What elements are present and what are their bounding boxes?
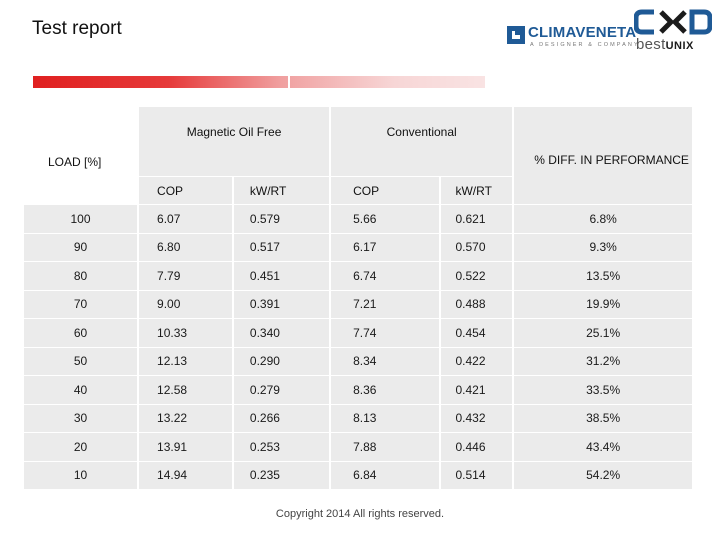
diff-cell: 9.3% xyxy=(514,233,694,262)
mag-cop-cell: 14.94 xyxy=(139,461,234,490)
subheader-mag-cop: COP xyxy=(139,177,234,205)
table-row: 70 9.00 0.391 7.21 0.488 19.9% xyxy=(24,290,694,319)
mag-cop-cell: 6.80 xyxy=(139,233,234,262)
bestunix-wordmark: bestUNIX xyxy=(636,36,694,53)
table-row: 100 6.07 0.579 5.66 0.621 6.8% xyxy=(24,205,694,234)
conv-kw-cell: 0.621 xyxy=(441,205,515,234)
mag-kw-cell: 0.253 xyxy=(233,433,332,462)
climaveneta-wordmark: CLIMAVENETA xyxy=(528,24,637,41)
diff-cell: 6.8% xyxy=(514,205,694,234)
load-cell: 50 xyxy=(24,347,140,376)
mag-cop-cell: 13.22 xyxy=(139,404,234,433)
table-row: 20 13.91 0.253 7.88 0.446 43.4% xyxy=(24,433,694,462)
load-cell: 20 xyxy=(24,433,140,462)
diff-cell: 33.5% xyxy=(514,376,694,405)
mag-kw-cell: 0.279 xyxy=(233,376,332,405)
diff-cell: 19.9% xyxy=(514,290,694,319)
accent-bar xyxy=(33,76,485,88)
cxd-mark-icon xyxy=(634,9,712,35)
mag-kw-cell: 0.235 xyxy=(233,461,332,490)
table-row: 80 7.79 0.451 6.74 0.522 13.5% xyxy=(24,262,694,291)
load-cell: 60 xyxy=(24,319,140,348)
subheader-mag-kw: kW/RT xyxy=(233,177,332,205)
climaveneta-tagline: A DESIGNER & COMPANY xyxy=(530,42,640,48)
conv-kw-cell: 0.488 xyxy=(441,290,515,319)
diff-cell: 38.5% xyxy=(514,404,694,433)
mag-kw-cell: 0.290 xyxy=(233,347,332,376)
conv-kw-cell: 0.514 xyxy=(441,461,515,490)
conv-cop-cell: 6.74 xyxy=(331,262,442,291)
magnetic-group-header: Magnetic Oil Free xyxy=(139,107,332,177)
conv-cop-cell: 6.84 xyxy=(331,461,442,490)
conv-kw-cell: 0.422 xyxy=(441,347,515,376)
load-cell: 10 xyxy=(24,461,140,490)
conv-kw-cell: 0.432 xyxy=(441,404,515,433)
copyright-footer: Copyright 2014 All rights reserved. xyxy=(275,508,445,520)
mag-cop-cell: 10.33 xyxy=(139,319,234,348)
mag-cop-cell: 9.00 xyxy=(139,290,234,319)
mag-kw-cell: 0.266 xyxy=(233,404,332,433)
mag-cop-cell: 12.13 xyxy=(139,347,234,376)
diff-cell: 31.2% xyxy=(514,347,694,376)
mag-cop-cell: 13.91 xyxy=(139,433,234,462)
conv-kw-cell: 0.421 xyxy=(441,376,515,405)
table-header-row: LOAD [%] Magnetic Oil Free Conventional … xyxy=(24,107,694,205)
climaveneta-mark-icon xyxy=(507,26,525,44)
conv-cop-cell: 7.74 xyxy=(331,319,442,348)
table-row: 10 14.94 0.235 6.84 0.514 54.2% xyxy=(24,461,694,490)
performance-table: LOAD [%] Magnetic Oil Free Conventional … xyxy=(24,107,694,490)
conv-cop-cell: 5.66 xyxy=(331,205,442,234)
mag-kw-cell: 0.391 xyxy=(233,290,332,319)
subheader-conv-kw: kW/RT xyxy=(441,177,515,205)
mag-kw-cell: 0.579 xyxy=(233,205,332,234)
accent-bar-divider xyxy=(288,76,290,88)
table-row: 30 13.22 0.266 8.13 0.432 38.5% xyxy=(24,404,694,433)
table-subheader-row: COP kW/RT COP kW/RT xyxy=(24,177,694,205)
diff-cell: 13.5% xyxy=(514,262,694,291)
mag-kw-cell: 0.451 xyxy=(233,262,332,291)
subheader-conv-cop: COP xyxy=(331,177,442,205)
conventional-group-header: Conventional xyxy=(331,107,515,177)
table-row: 40 12.58 0.279 8.36 0.421 33.5% xyxy=(24,376,694,405)
load-cell: 70 xyxy=(24,290,140,319)
climaveneta-logo: CLIMAVENETA A DESIGNER & COMPANY xyxy=(506,22,638,52)
diff-cell: 54.2% xyxy=(514,461,694,490)
mag-kw-cell: 0.340 xyxy=(233,319,332,348)
load-cell: 30 xyxy=(24,404,140,433)
conv-cop-cell: 8.36 xyxy=(331,376,442,405)
mag-kw-cell: 0.517 xyxy=(233,233,332,262)
unix-text: UNIX xyxy=(665,40,694,52)
best-text: best xyxy=(636,36,666,53)
load-header: LOAD [%] xyxy=(24,107,140,205)
load-cell: 80 xyxy=(24,262,140,291)
table-row: 50 12.13 0.290 8.34 0.422 31.2% xyxy=(24,347,694,376)
bestunix-logo: bestUNIX xyxy=(634,8,714,54)
diff-header: % DIFF. IN PERFORMANCE xyxy=(514,107,694,205)
load-cell: 40 xyxy=(24,376,140,405)
conv-cop-cell: 6.17 xyxy=(331,233,442,262)
table-row: 90 6.80 0.517 6.17 0.570 9.3% xyxy=(24,233,694,262)
table-row: 60 10.33 0.340 7.74 0.454 25.1% xyxy=(24,319,694,348)
mag-cop-cell: 6.07 xyxy=(139,205,234,234)
mag-cop-cell: 7.79 xyxy=(139,262,234,291)
conv-kw-cell: 0.522 xyxy=(441,262,515,291)
diff-cell: 25.1% xyxy=(514,319,694,348)
load-cell: 100 xyxy=(24,205,140,234)
load-cell: 90 xyxy=(24,233,140,262)
conv-cop-cell: 7.21 xyxy=(331,290,442,319)
page-title: Test report xyxy=(32,18,122,39)
conv-cop-cell: 7.88 xyxy=(331,433,442,462)
conv-kw-cell: 0.454 xyxy=(441,319,515,348)
diff-cell: 43.4% xyxy=(514,433,694,462)
mag-cop-cell: 12.58 xyxy=(139,376,234,405)
conv-cop-cell: 8.13 xyxy=(331,404,442,433)
conv-kw-cell: 0.570 xyxy=(441,233,515,262)
conv-cop-cell: 8.34 xyxy=(331,347,442,376)
conv-kw-cell: 0.446 xyxy=(441,433,515,462)
